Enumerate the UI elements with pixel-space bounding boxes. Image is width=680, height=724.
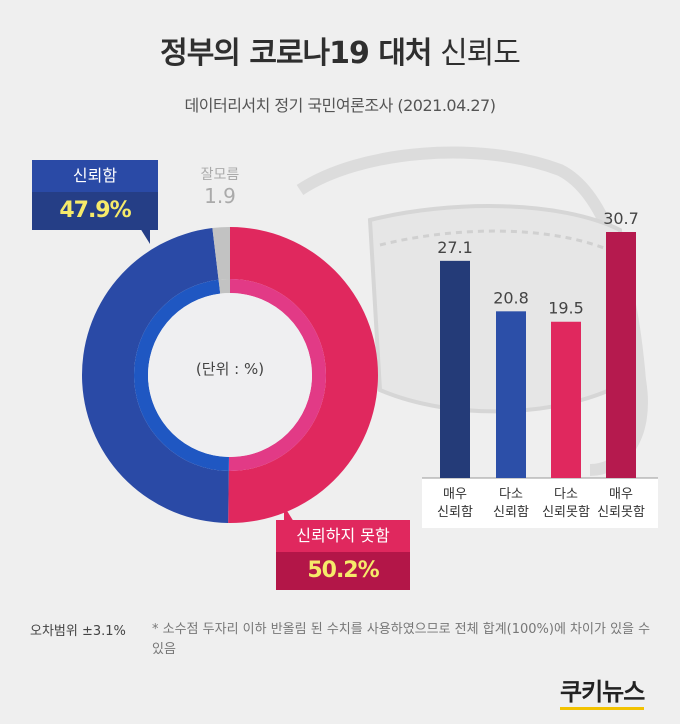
unknown-label: 잘모름 [200,167,240,183]
bar-value-label-1: 27.1 [437,238,473,257]
bar-category-label-2: 다소 [499,487,523,502]
bar-category-label-1: 매우 [443,487,467,502]
unknown-callout: 잘모름 1.9 [188,164,252,208]
chart-title: 정부의 코로나19 대처 신뢰도 [0,28,680,72]
unit-label: (단위 : %) [195,360,265,378]
title-light: 신뢰도 [440,36,521,71]
bar-category-label-1: 신뢰함 [437,505,473,520]
bar-2 [496,311,526,478]
bar-category-label-4: 신뢰못함 [597,505,645,520]
donut-inner-slice-distrust [228,279,326,471]
trust-callout: 신뢰함 47.9% [32,160,158,244]
bar-category-label-4: 매우 [609,487,633,502]
donut-slice-unknown [212,227,230,280]
bar-category-band [422,478,658,528]
donut-slice-trust [81,228,229,523]
bar-value-label-2: 20.8 [493,288,529,307]
distrust-label: 신뢰하지 못함 [276,520,410,552]
footnote: * 소수점 두자리 이하 반올림 된 수치를 사용하였으므로 전체 합계(100… [152,622,651,657]
bar-1 [440,260,470,478]
bar-4 [606,232,636,478]
title-bold: 정부의 코로나19 대처 [160,36,432,71]
donut-slice-distrust [228,227,378,523]
unknown-value: 1.9 [204,184,236,208]
bar-3 [551,321,581,478]
logo-text: 쿠키뉴스 [560,672,645,710]
error-margin: 오차범위 ±3.1% [30,624,126,639]
trust-value: 47.9% [32,192,158,230]
mask-strap-decoration [296,146,648,476]
distrust-value: 50.2% [276,552,410,590]
bar-value-label-3: 19.5 [548,299,584,318]
bar-category-label-3: 다소 [554,487,578,502]
bar-category-label-3: 신뢰못함 [542,505,590,520]
bar-value-label-4: 30.7 [603,209,639,228]
distrust-callout: 신뢰하지 못함 50.2% [276,506,410,590]
bar-category-label-2: 신뢰함 [493,505,529,520]
donut-hole [148,293,312,457]
logo: 쿠키뉴스 [560,672,645,710]
trust-label: 신뢰함 [32,160,158,192]
donut-inner-slice-unknown [218,279,230,294]
donut-inner-slice-trust [133,279,229,471]
chart-subtitle: 데이터리서치 정기 국민여론조사 (2021.04.27) [184,96,496,115]
